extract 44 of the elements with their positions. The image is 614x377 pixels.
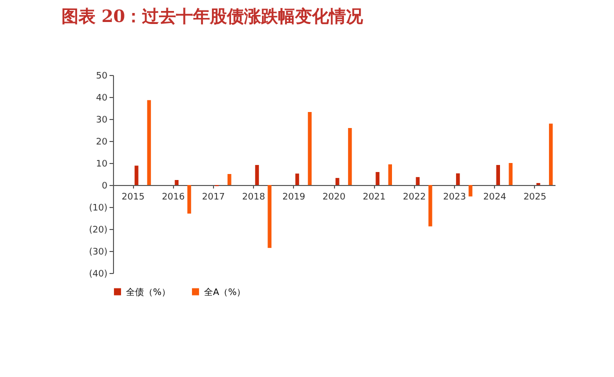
bar <box>187 185 192 214</box>
x-tick-label: 2025 <box>523 192 546 202</box>
x-tick-label: 2018 <box>242 192 266 202</box>
bar <box>336 178 340 185</box>
bar <box>174 180 179 185</box>
bar <box>388 164 392 185</box>
bar <box>428 185 432 226</box>
y-tick-label: 10 <box>96 160 108 170</box>
x-tick-label: 2016 <box>162 192 185 202</box>
bar <box>508 163 513 185</box>
y-tick-label: 40 <box>96 94 108 104</box>
x-tick-label: 2015 <box>122 192 145 202</box>
bar <box>295 174 300 185</box>
y-tick-label: 50 <box>96 72 108 82</box>
bar <box>456 173 460 185</box>
x-tick-label: 2017 <box>202 192 225 202</box>
x-tick-label: 2020 <box>322 192 346 202</box>
y-tick-label: 20 <box>96 138 108 148</box>
bar <box>496 164 500 185</box>
y-tick-label: (20) <box>89 226 108 236</box>
bar <box>134 166 138 185</box>
bar <box>255 164 259 185</box>
x-tick-label: 2024 <box>483 192 506 202</box>
bar <box>468 185 472 196</box>
bar <box>228 174 232 185</box>
y-tick-label: (30) <box>89 248 108 258</box>
bar <box>376 172 380 185</box>
bar <box>416 177 420 185</box>
legend-label: 全A（%） <box>204 286 246 298</box>
x-tick-label: 2019 <box>282 192 306 202</box>
x-tick-label: 2022 <box>402 192 426 202</box>
y-tick-label: 30 <box>96 116 108 126</box>
chart-title: 图表 20：过去十年股债涨跌幅变化情况 <box>62 7 364 27</box>
x-tick-label: 2023 <box>443 192 466 202</box>
legend-label: 全债（%） <box>126 286 171 298</box>
bar <box>308 112 312 185</box>
bar <box>348 128 352 185</box>
y-tick-label: 0 <box>102 182 108 192</box>
bar <box>268 185 272 248</box>
bar <box>147 100 151 185</box>
y-tick-label: (10) <box>89 204 108 214</box>
x-tick-label: 2021 <box>362 192 386 202</box>
y-tick-label: (40) <box>89 270 108 280</box>
bar <box>548 124 553 185</box>
